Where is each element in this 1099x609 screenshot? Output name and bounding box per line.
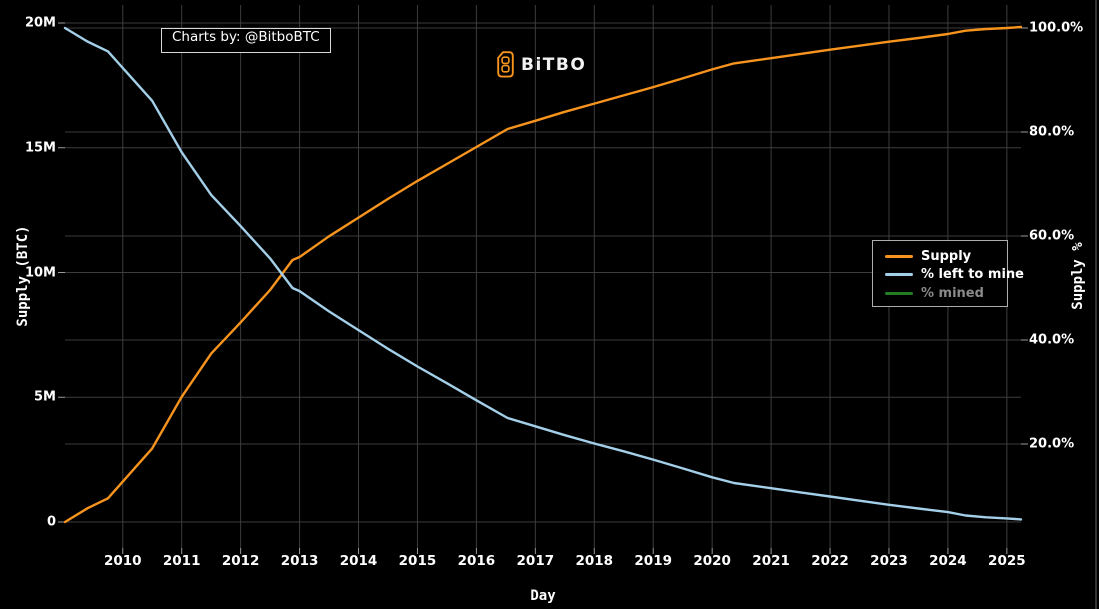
x-axis-title: Day bbox=[530, 588, 556, 604]
y-right-tick-label: 100.0% bbox=[1029, 20, 1084, 36]
legend-label: Supply bbox=[921, 248, 972, 264]
x-tick-label: 2014 bbox=[339, 553, 378, 569]
legend-item--mined[interactable]: % mined bbox=[885, 284, 1007, 303]
chart-legend: Supply % left to mine % mined bbox=[872, 240, 1024, 307]
legend-swatch bbox=[885, 254, 913, 258]
legend-swatch bbox=[885, 291, 913, 295]
y-left-tick-label: 0 bbox=[46, 514, 56, 530]
x-tick-label: 2020 bbox=[693, 553, 731, 569]
y-left-tick-label: 5M bbox=[34, 389, 56, 405]
y-right-tick-label: 60.0% bbox=[1029, 228, 1075, 244]
y-left-tick-label: 10M bbox=[24, 265, 56, 280]
y-right-tick-label: 20.0% bbox=[1029, 436, 1075, 452]
legend-item-supply[interactable]: Supply bbox=[885, 247, 1007, 266]
x-tick-label: 2023 bbox=[870, 553, 908, 569]
x-tick-label: 2010 bbox=[103, 553, 142, 569]
charts-by-watermark: Charts by: @BitboBTC bbox=[161, 28, 331, 53]
x-tick-label: 2022 bbox=[811, 553, 849, 569]
legend-label: % mined bbox=[921, 285, 984, 301]
bitbo-logo: BiTBO bbox=[497, 51, 586, 78]
x-tick-label: 2019 bbox=[634, 553, 672, 569]
x-tick-label: 2017 bbox=[516, 553, 555, 569]
x-tick-label: 2024 bbox=[929, 553, 967, 569]
legend-swatch bbox=[885, 273, 913, 277]
x-tick-label: 2015 bbox=[398, 553, 437, 569]
y-left-tick-label: 20M bbox=[24, 15, 56, 31]
x-tick-label: 2011 bbox=[162, 553, 201, 569]
series-line--left-to-mine[interactable] bbox=[63, 26, 1023, 521]
x-tick-label: 2016 bbox=[457, 553, 496, 569]
x-tick-label: 2013 bbox=[280, 553, 319, 569]
series-line-supply[interactable] bbox=[63, 25, 1023, 524]
legend-item--left-to-mine[interactable]: % left to mine bbox=[885, 266, 1024, 285]
y-axis-right-title: Supply % bbox=[1070, 242, 1086, 310]
x-tick-label: 2025 bbox=[988, 553, 1026, 569]
x-tick-label: 2012 bbox=[221, 553, 260, 569]
y-right-tick-label: 80.0% bbox=[1029, 124, 1075, 140]
y-axis-left-title: Supply (BTC) bbox=[15, 225, 31, 327]
y-right-tick-label: 40.0% bbox=[1029, 332, 1075, 348]
x-tick-label: 2018 bbox=[575, 553, 614, 569]
legend-label: % left to mine bbox=[921, 267, 1024, 283]
bitbo-wordmark: BiTBO bbox=[521, 54, 587, 75]
y-left-tick-label: 15M bbox=[24, 140, 56, 156]
bitbo-b-badge-icon bbox=[497, 51, 514, 78]
x-tick-label: 2021 bbox=[752, 553, 790, 569]
